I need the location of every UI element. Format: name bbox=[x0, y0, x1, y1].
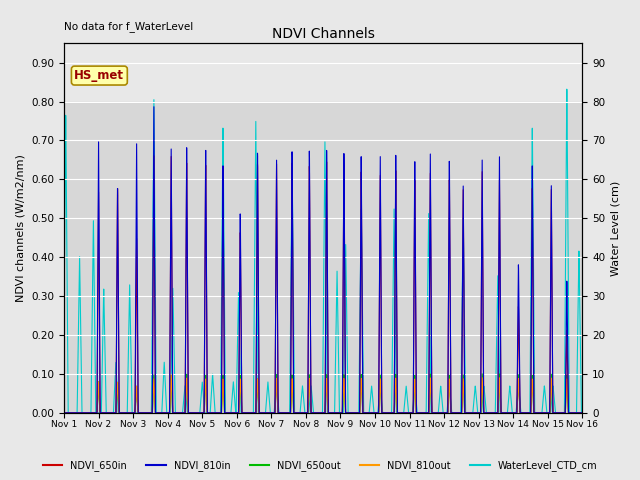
Y-axis label: NDVI channels (W/m2/nm): NDVI channels (W/m2/nm) bbox=[16, 154, 26, 302]
Legend: NDVI_650in, NDVI_810in, NDVI_650out, NDVI_810out, WaterLevel_CTD_cm: NDVI_650in, NDVI_810in, NDVI_650out, NDV… bbox=[39, 456, 601, 475]
Title: NDVI Channels: NDVI Channels bbox=[272, 27, 374, 41]
Bar bbox=[64, 102, 582, 413]
Text: No data for f_WaterLevel: No data for f_WaterLevel bbox=[64, 21, 193, 32]
Y-axis label: Water Level (cm): Water Level (cm) bbox=[611, 180, 621, 276]
Text: HS_met: HS_met bbox=[74, 69, 124, 82]
